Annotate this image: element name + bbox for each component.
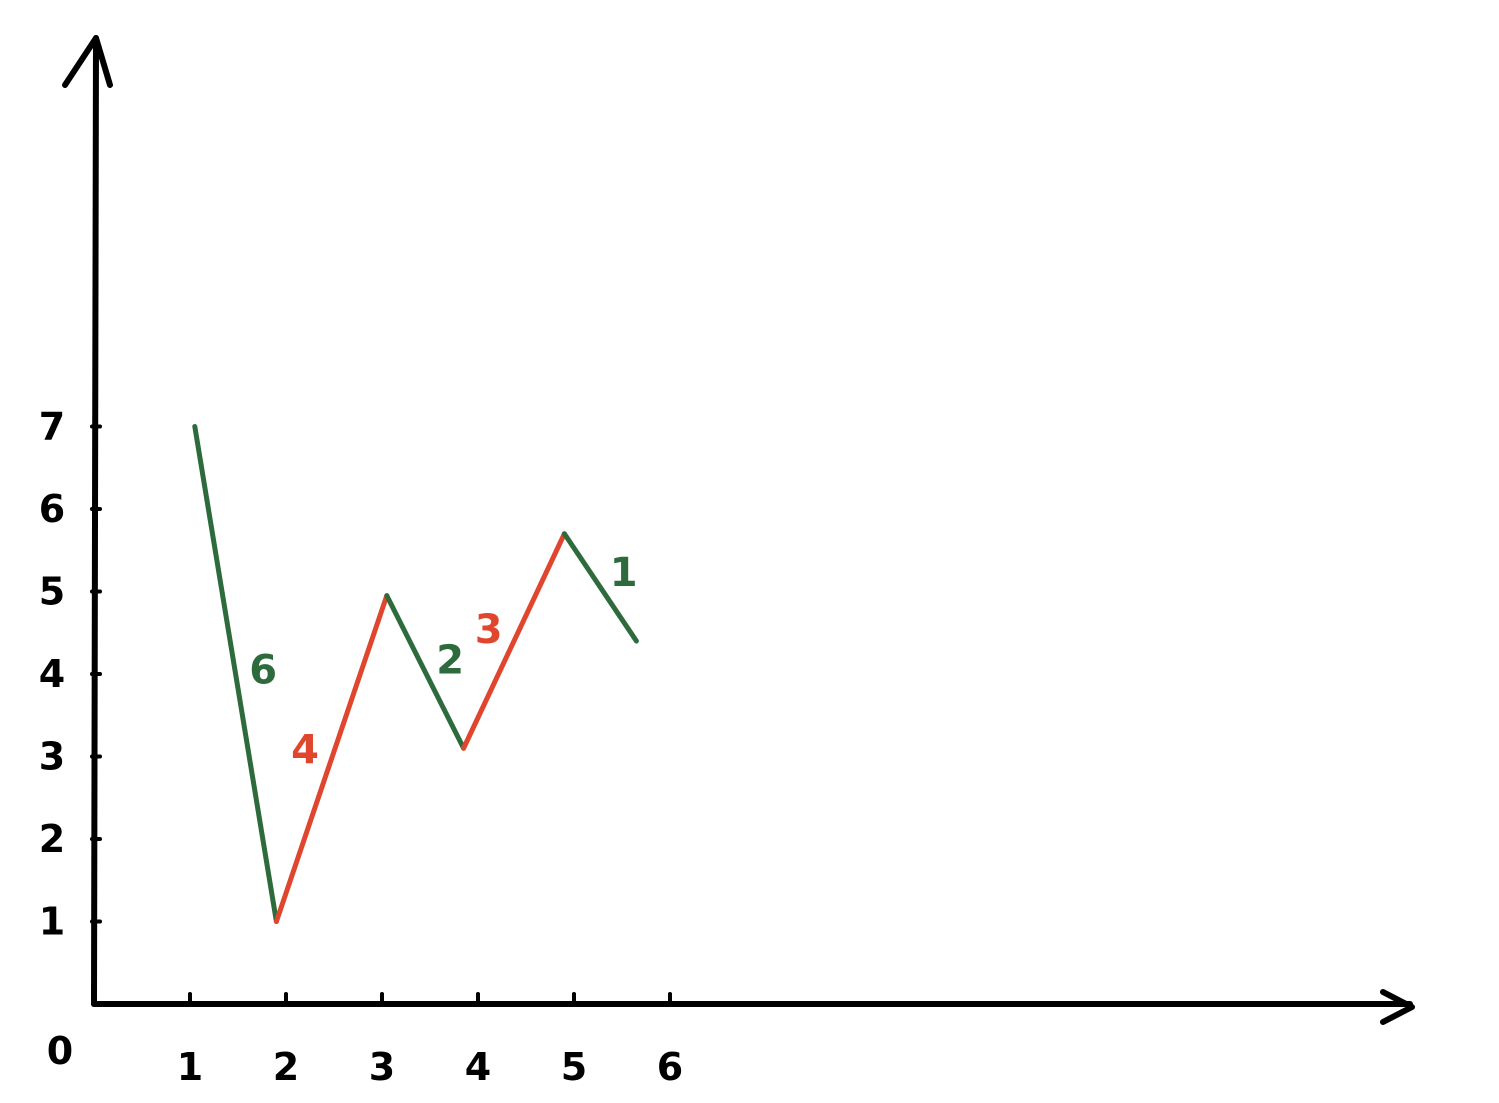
segment-label: 3: [475, 607, 503, 653]
y-axis-arrow: [62, 35, 113, 88]
x-tick-label: 6: [657, 1045, 683, 1089]
origin-label: 0: [47, 1029, 73, 1073]
x-tick-label: 1: [177, 1045, 203, 1089]
segment-labels: 64 23 1: [249, 550, 637, 774]
series-segment: [384, 593, 467, 751]
x-axis-arrow: [1380, 989, 1415, 1025]
segment-label: 4: [291, 728, 319, 774]
series-segment: [192, 424, 279, 924]
y-tick-label: 6: [39, 487, 65, 531]
axes: 0: [47, 35, 1415, 1073]
y-ticks: 1 2 3 4 5 6 7: [39, 405, 102, 944]
x-tick-label: 3: [369, 1045, 395, 1089]
y-axis: [91, 35, 99, 1007]
segment-label: 1: [610, 550, 638, 596]
x-tick-label: 5: [561, 1045, 587, 1089]
segment-label: 6: [249, 647, 277, 693]
series-segment: [273, 593, 390, 924]
x-tick-label: 2: [273, 1045, 299, 1089]
y-tick-label: 4: [39, 652, 65, 696]
segment-label: 2: [436, 637, 464, 683]
y-tick-label: 3: [39, 735, 65, 779]
y-tick-label: 5: [39, 570, 65, 614]
series-segment: [461, 531, 567, 751]
y-tick-label: 7: [39, 405, 65, 449]
series-segment: [561, 531, 639, 644]
series: [192, 424, 639, 924]
x-ticks: 1 2 3 4 5 6: [177, 992, 683, 1089]
y-tick-label: 2: [39, 817, 65, 861]
x-tick-label: 4: [465, 1045, 491, 1089]
y-tick-label: 1: [39, 900, 65, 944]
